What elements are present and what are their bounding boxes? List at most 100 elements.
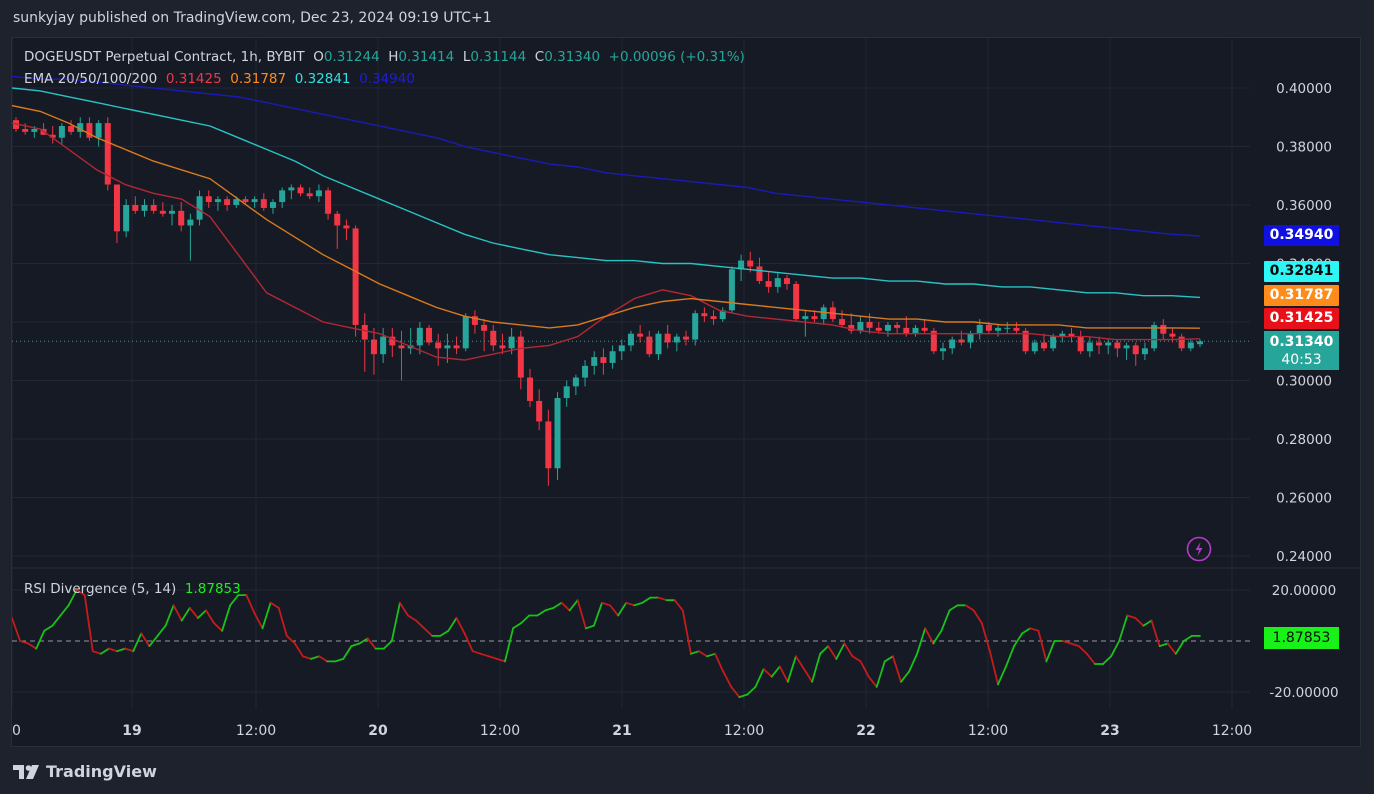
candle	[22, 128, 29, 132]
ema-legend[interactable]: EMA 20/50/100/200 0.31425 0.31787 0.3284…	[24, 71, 415, 87]
rsi-segment	[1174, 640, 1185, 655]
rsi-segment	[1150, 619, 1161, 647]
countdown-value: 40:53	[1281, 352, 1322, 368]
rsi-segment	[617, 601, 628, 617]
candle	[269, 202, 276, 208]
grid	[12, 38, 1360, 708]
rsi-segment	[196, 609, 207, 619]
candle	[646, 336, 653, 355]
candle	[866, 322, 873, 328]
candles	[12, 117, 1250, 486]
x-tick-label: 19	[122, 723, 141, 739]
rsi-segment	[738, 693, 749, 698]
x-tick-label: 12:00	[480, 723, 520, 739]
rsi-segment	[455, 617, 466, 635]
candle	[49, 134, 56, 138]
candle	[1123, 345, 1130, 349]
rsi-segment	[883, 655, 894, 663]
publish-info: sunkyjay published on TradingView.com, D…	[13, 10, 492, 26]
candle	[233, 199, 240, 205]
candle	[1160, 324, 1167, 334]
y-tick-label: 0.26000	[1276, 491, 1332, 507]
rsi-segment	[1045, 640, 1056, 663]
high-value: 0.31414	[398, 49, 455, 65]
x-tick-label: 00	[12, 723, 21, 739]
rsi-segment	[108, 647, 118, 653]
candle	[297, 187, 304, 194]
candle	[315, 190, 322, 197]
candle	[1178, 336, 1185, 349]
candle	[499, 345, 506, 349]
rsi-segment	[318, 655, 329, 663]
rsi-legend[interactable]: RSI Divergence (5, 14) 1.87853	[24, 581, 241, 597]
rsi-segment	[568, 599, 579, 612]
candle	[747, 260, 754, 267]
candle	[224, 199, 231, 205]
candle	[591, 357, 598, 366]
candle	[985, 324, 992, 331]
chart-canvas[interactable]: 0.400000.380000.360000.340000.320000.300…	[12, 38, 1360, 746]
candle	[113, 184, 120, 232]
candle	[380, 336, 387, 355]
candle	[361, 324, 368, 340]
rsi-segment	[156, 624, 167, 637]
x-tick-label: 12:00	[724, 723, 764, 739]
ema20-badge: 0.31425	[1264, 308, 1339, 329]
change-value: +0.00096 (+0.31%)	[608, 49, 745, 65]
symbol-legend[interactable]: DOGEUSDT Perpetual Contract, 1h, BYBIT O…	[24, 49, 745, 65]
candle	[517, 336, 524, 378]
rsi-segment	[91, 650, 102, 655]
rsi-segment	[350, 642, 361, 647]
rsi-segment	[487, 655, 498, 660]
candle	[1068, 333, 1075, 337]
ema-line	[12, 87, 1201, 299]
rsi-segment	[633, 601, 644, 607]
candle	[490, 330, 497, 346]
candle	[526, 377, 533, 401]
rsi-segment	[892, 655, 902, 683]
low-value: 0.31144	[470, 49, 527, 65]
tradingview-logo[interactable]: TradingView	[13, 762, 157, 781]
candle	[820, 307, 827, 320]
rsi-segment	[1126, 614, 1137, 619]
rsi-segment	[997, 665, 1007, 686]
candle	[214, 199, 221, 203]
rsi-segment	[285, 635, 296, 645]
rsi-segment	[1013, 632, 1024, 647]
rsi-segment	[859, 660, 870, 678]
ema100-value: 0.32841	[294, 71, 351, 87]
rsi-segment	[423, 627, 434, 637]
candle	[802, 316, 809, 320]
rsi-segment	[875, 660, 886, 688]
rsi-segment	[164, 604, 175, 627]
rsi-segment	[1077, 645, 1088, 655]
last-price-value: 0.31340	[1269, 334, 1334, 350]
rsi-segment	[908, 652, 918, 673]
y-tick-label: 0.30000	[1276, 374, 1332, 390]
rsi-segment	[172, 604, 183, 622]
rsi-segment	[301, 655, 312, 660]
rsi-segment	[1029, 627, 1040, 632]
candle	[738, 260, 745, 270]
rsi-segment	[940, 609, 951, 632]
lightning-icon[interactable]	[1186, 536, 1212, 562]
rsi-segment	[673, 599, 684, 612]
y-tick-label: 0.38000	[1276, 140, 1332, 156]
rsi-segment	[12, 617, 22, 642]
candle	[637, 333, 644, 337]
ema-lines	[12, 75, 1201, 361]
candle	[242, 199, 249, 203]
rsi-segment	[948, 604, 959, 612]
rsi-segment	[544, 607, 555, 612]
rsi-segment	[140, 632, 151, 647]
rsi-segment	[584, 624, 595, 630]
candle	[884, 324, 891, 331]
rsi-segment	[407, 614, 418, 622]
candle	[930, 330, 937, 352]
chart-frame[interactable]: 0.400000.380000.360000.340000.320000.300…	[11, 37, 1361, 747]
candle	[949, 339, 956, 349]
candle	[1040, 342, 1047, 349]
open-label: O	[313, 49, 324, 65]
rsi-segment	[504, 627, 515, 663]
rsi-segment	[641, 596, 652, 604]
